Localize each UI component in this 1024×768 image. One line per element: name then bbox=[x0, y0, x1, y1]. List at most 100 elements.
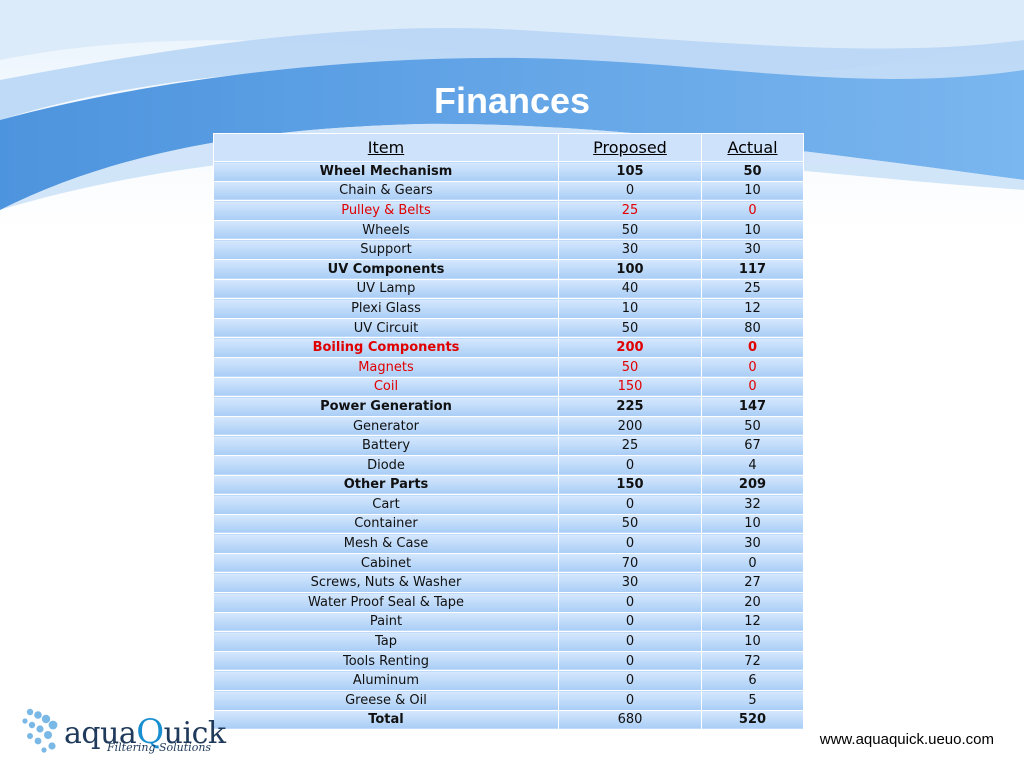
table-cell-proposed: 0 bbox=[558, 690, 702, 711]
table-cell-actual: 10 bbox=[701, 180, 804, 202]
table-cell-proposed: 0 bbox=[558, 611, 702, 633]
table-cell-actual: 10 bbox=[701, 219, 804, 241]
table-cell-proposed: 100 bbox=[558, 258, 702, 280]
table-cell-proposed: 50 bbox=[558, 317, 702, 339]
table-cell-actual: 67 bbox=[701, 435, 804, 456]
table-cell-item: Total bbox=[213, 709, 559, 731]
table-row: Generator 200 50 bbox=[213, 415, 804, 437]
table-cell-proposed: 30 bbox=[558, 239, 702, 260]
table-row: Plexi Glass 10 12 bbox=[213, 298, 804, 319]
column-header-item: Item bbox=[213, 133, 559, 162]
finances-table: Item Proposed Actual Wheel Mechanism 105 5… bbox=[213, 133, 804, 731]
table-cell-proposed: 0 bbox=[558, 670, 702, 692]
table-cell-actual: 72 bbox=[701, 650, 804, 672]
table-cell-actual: 27 bbox=[701, 572, 804, 594]
slide-title: Finances bbox=[433, 80, 591, 121]
table-cell-proposed: 200 bbox=[558, 415, 702, 437]
table-cell-actual: 5 bbox=[701, 690, 804, 711]
table-cell-actual: 0 bbox=[701, 356, 804, 378]
table-cell-item: Paint bbox=[213, 611, 559, 633]
table-cell-actual: 10 bbox=[701, 513, 804, 535]
table-cell-proposed: 70 bbox=[558, 552, 702, 574]
table-row: Other Parts 150 209 bbox=[213, 474, 804, 496]
table-cell-proposed: 25 bbox=[558, 200, 702, 221]
table-row: Chain & Gears 0 10 bbox=[213, 180, 804, 202]
table-cell-actual: 32 bbox=[701, 494, 804, 515]
logo-wordmark: aquaQuick bbox=[64, 712, 226, 752]
table-row: Cart 0 32 bbox=[213, 494, 804, 515]
table-cell-proposed: 150 bbox=[558, 474, 702, 496]
table-cell-actual: 520 bbox=[701, 709, 804, 731]
bubbles-icon bbox=[22, 708, 58, 753]
table-row: Container 50 10 bbox=[213, 513, 804, 535]
table-row: Battery 25 67 bbox=[213, 435, 804, 456]
table-cell-actual: 20 bbox=[701, 592, 804, 613]
aquaquick-logo bbox=[22, 708, 58, 753]
table-cell-item: Battery bbox=[213, 435, 559, 456]
table-row: Mesh & Case 0 30 bbox=[213, 533, 804, 554]
table-cell-proposed: 0 bbox=[558, 631, 702, 652]
table-cell-item: Tap bbox=[213, 631, 559, 652]
table-row: Diode 0 4 bbox=[213, 454, 804, 476]
table-cell-item: Power Generation bbox=[213, 396, 559, 417]
column-header-proposed: Proposed bbox=[558, 133, 702, 162]
table-cell-proposed: 50 bbox=[558, 513, 702, 535]
column-header-actual: Actual bbox=[701, 133, 804, 162]
table-cell-actual: 10 bbox=[701, 631, 804, 652]
table-cell-actual: 147 bbox=[701, 396, 804, 417]
footer-url: www.aquaquick.ueuo.com bbox=[819, 731, 994, 748]
table-cell-proposed: 0 bbox=[558, 180, 702, 202]
table-row: Screws, Nuts & Washer 30 27 bbox=[213, 572, 804, 594]
table-cell-proposed: 40 bbox=[558, 278, 702, 300]
table-cell-item: Coil bbox=[213, 376, 559, 398]
table-total-row: Total 680 520 bbox=[213, 709, 804, 731]
table-cell-proposed: 50 bbox=[558, 356, 702, 378]
table-cell-item: Container bbox=[213, 513, 559, 535]
table-cell-item: UV Components bbox=[213, 258, 559, 280]
table-cell-item: Boiling Components bbox=[213, 337, 559, 358]
table-row: Coil 150 0 bbox=[213, 376, 804, 398]
table-cell-actual: 50 bbox=[701, 161, 804, 182]
table-cell-item: Diode bbox=[213, 454, 559, 476]
table-cell-item: Mesh & Case bbox=[213, 533, 559, 554]
table-cell-proposed: 25 bbox=[558, 435, 702, 456]
table-row: UV Circuit 50 80 bbox=[213, 317, 804, 339]
table-cell-proposed: 10 bbox=[558, 298, 702, 319]
table-row: Greese & Oil 0 5 bbox=[213, 690, 804, 711]
table-cell-actual: 80 bbox=[701, 317, 804, 339]
table-cell-proposed: 0 bbox=[558, 454, 702, 476]
table-row: Wheel Mechanism 105 50 bbox=[213, 161, 804, 182]
table-cell-proposed: 105 bbox=[558, 161, 702, 182]
table-cell-proposed: 150 bbox=[558, 376, 702, 398]
table-cell-item: Greese & Oil bbox=[213, 690, 559, 711]
table-cell-actual: 0 bbox=[701, 376, 804, 398]
table-row: Boiling Components 200 0 bbox=[213, 337, 804, 358]
table-row: UV Components 100 117 bbox=[213, 258, 804, 280]
table-row: Power Generation 225 147 bbox=[213, 396, 804, 417]
table-cell-actual: 117 bbox=[701, 258, 804, 280]
table-row: Support 30 30 bbox=[213, 239, 804, 260]
table-cell-actual: 30 bbox=[701, 239, 804, 260]
table-row: Paint 0 12 bbox=[213, 611, 804, 633]
table-cell-actual: 12 bbox=[701, 611, 804, 633]
table-cell-item: Screws, Nuts & Washer bbox=[213, 572, 559, 594]
table-cell-item: Support bbox=[213, 239, 559, 260]
table-cell-actual: 4 bbox=[701, 454, 804, 476]
table-cell-item: Tools Renting bbox=[213, 650, 559, 672]
table-cell-item: Magnets bbox=[213, 356, 559, 378]
table-cell-item: Wheels bbox=[213, 219, 559, 241]
table-cell-proposed: 0 bbox=[558, 650, 702, 672]
table-row: Cabinet 70 0 bbox=[213, 552, 804, 574]
table-cell-item: Cabinet bbox=[213, 552, 559, 574]
table-header-row: Item Proposed Actual bbox=[213, 133, 804, 162]
table-cell-item: Aluminum bbox=[213, 670, 559, 692]
table-cell-actual: 0 bbox=[701, 200, 804, 221]
table-cell-item: Generator bbox=[213, 415, 559, 437]
table-cell-item: Chain & Gears bbox=[213, 180, 559, 202]
table-cell-proposed: 0 bbox=[558, 592, 702, 613]
table-cell-proposed: 0 bbox=[558, 494, 702, 515]
table-cell-item: Cart bbox=[213, 494, 559, 515]
table-cell-item: Pulley & Belts bbox=[213, 200, 559, 221]
table-cell-actual: 0 bbox=[701, 337, 804, 358]
table-cell-actual: 25 bbox=[701, 278, 804, 300]
